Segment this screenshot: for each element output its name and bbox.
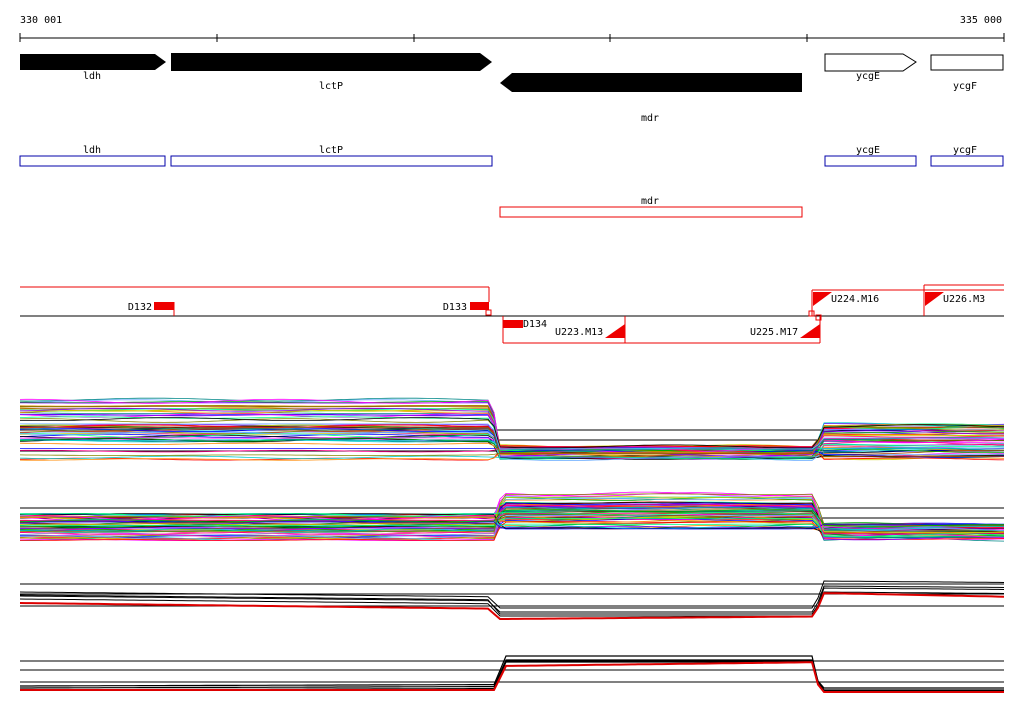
gene-arrow-mdr[interactable] [500, 73, 802, 92]
annotation-box-ycgF[interactable] [930, 155, 1004, 167]
panel-3-black-trace [19, 591, 1005, 615]
panel-2-trace [19, 511, 1005, 538]
panel-1-trace [19, 416, 1005, 459]
panel-4-red-trace [20, 661, 1004, 693]
annotation-box-ycgE[interactable] [824, 155, 917, 167]
panel-2-trace [19, 511, 1005, 528]
panel-3-black-trace [19, 585, 1005, 613]
segment-flag-U223[interactable] [605, 324, 625, 338]
segment-label-U224: U224.M16 [831, 294, 879, 305]
panel-4-black-trace [20, 659, 1004, 689]
segment-marker [485, 309, 492, 316]
expression-panel-1 [19, 397, 1005, 461]
gene-arrow-label-ycgF: ycgF [953, 81, 977, 92]
panel-2-trace [19, 509, 1004, 527]
panel-1-trace [19, 428, 1005, 458]
segment-flag-U225[interactable] [800, 324, 820, 338]
panel-2-trace [19, 514, 1005, 527]
segment-flag-U226[interactable] [925, 292, 944, 306]
annotation-box-ldh[interactable] [19, 155, 166, 167]
panel-3-black-trace [19, 580, 1005, 609]
expression-panel-3 [19, 580, 1005, 620]
annotation-box-lctP[interactable] [170, 155, 493, 167]
segment-block-D134[interactable] [503, 320, 523, 328]
segment-flag-U224[interactable] [813, 292, 832, 306]
segment-label-U226: U226.M3 [943, 294, 985, 305]
panel-3-black-trace [19, 587, 1005, 617]
gene-arrow-lctP[interactable] [171, 53, 492, 71]
gene-arrow-label-lctP: lctP [319, 81, 343, 92]
panel-2-trace [19, 505, 1005, 541]
gene-arrow-ldh[interactable] [20, 54, 166, 70]
expression-panel-2 [19, 491, 1005, 542]
annotation-label-lctP: lctP [319, 145, 343, 156]
coordinate-ruler: 330 001 335 000 [19, 15, 1005, 42]
panel-2-trace [20, 521, 1004, 530]
annotation-label-ycgF: ycgF [953, 145, 977, 156]
panel-3-red-trace [19, 592, 1005, 620]
coordinate-end-label: 335 000 [960, 15, 1002, 26]
gene-arrow-label-ldh: ldh [83, 71, 101, 82]
annotation-track: ldh lctP ycgE ycgF mdr [19, 145, 1004, 218]
annotation-label-ycgE: ycgE [856, 145, 880, 156]
gene-arrow-label-mdr: mdr [641, 113, 659, 124]
segment-track: D132 D133 D134 U223.M13 U225.M17 U224.M1… [20, 284, 1004, 344]
annotation-label-mdr: mdr [641, 196, 659, 207]
panel-1-trace [20, 423, 1004, 450]
panel-1-trace [19, 417, 1005, 449]
segment-label-D133: D133 [443, 302, 467, 313]
panel-1-trace [20, 426, 1004, 457]
segment-label-D132: D132 [128, 302, 152, 313]
panel-2-trace [19, 516, 1004, 537]
gene-arrow-ycgE[interactable] [824, 53, 917, 72]
panel-4-black-trace [20, 655, 1004, 691]
panel-2-trace [20, 518, 1004, 537]
panel-1-trace [19, 407, 1005, 457]
segment-label-U225: U225.M17 [750, 327, 798, 338]
segment-label-D134: D134 [523, 319, 547, 330]
segment-label-U223: U223.M13 [555, 327, 603, 338]
annotation-label-ldh: ldh [83, 145, 101, 156]
panel-2-trace [19, 496, 1005, 534]
panel-1-trace [19, 427, 1005, 458]
coordinate-start-label: 330 001 [20, 15, 62, 26]
panel-2-trace [20, 513, 1004, 535]
annotation-box-mdr[interactable] [499, 206, 803, 218]
gene-arrow-track: ldh lctP mdr ycgE ycgF [20, 53, 1004, 124]
gene-arrow-label-ycgE: ycgE [856, 71, 880, 82]
segment-marker [815, 314, 822, 321]
segment-block-D132[interactable] [154, 302, 174, 310]
segment-block-D133[interactable] [470, 302, 489, 310]
gene-arrow-ycgF[interactable] [930, 54, 1004, 71]
panel-2-trace [19, 507, 1005, 534]
expression-panel-4 [20, 655, 1004, 693]
